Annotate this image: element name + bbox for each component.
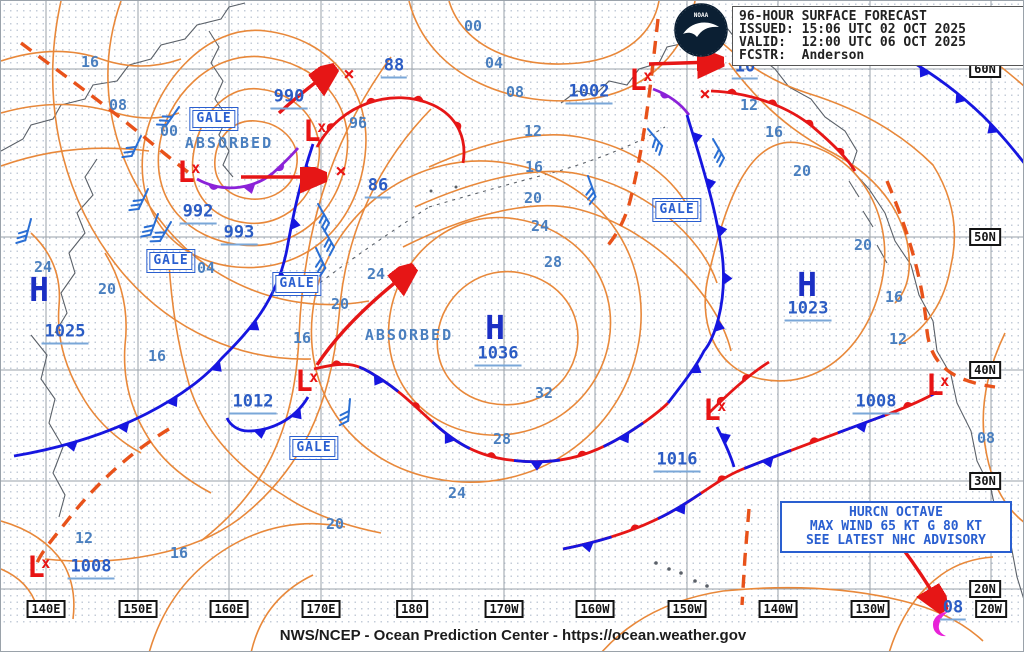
forecast-forecaster: FCSTR: Anderson bbox=[739, 48, 865, 63]
svg-text:NOAA: NOAA bbox=[694, 12, 709, 19]
advisory-reference: SEE LATEST NHC ADVISORY bbox=[805, 533, 986, 548]
motion-arrows bbox=[241, 62, 939, 603]
advisory-storm-name: HURCN OCTAVE bbox=[849, 505, 943, 520]
footer-credit: NWS/NCEP - Ocean Prediction Center - htt… bbox=[279, 627, 747, 644]
wind-barbs bbox=[15, 106, 725, 427]
forecast-issued: ISSUED: 15:06 UTC 02 OCT 2025 bbox=[739, 22, 966, 37]
forecast-title: 96-HOUR SURFACE FORECAST bbox=[739, 9, 927, 24]
noaa-logo: NOAA bbox=[674, 3, 728, 57]
advisory-max-wind: MAX WIND 65 KT G 80 KT bbox=[809, 519, 983, 534]
weather-fronts bbox=[13, 56, 1023, 553]
forecast-header: 96-HOUR SURFACE FORECAST ISSUED: 15:06 U… bbox=[732, 6, 1023, 66]
forecast-valid: VALID: 12:00 UTC 06 OCT 2025 bbox=[739, 35, 966, 50]
hurricane-advisory: HURCN OCTAVE MAX WIND 65 KT G 80 KT SEE … bbox=[780, 501, 1012, 553]
tropical-storm-icon bbox=[933, 612, 948, 637]
